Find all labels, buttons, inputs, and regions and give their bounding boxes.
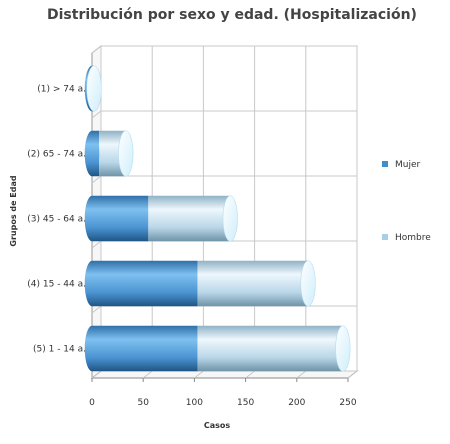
bar-group-2 — [84, 195, 238, 242]
bar-hombre-2 — [148, 195, 231, 242]
x-tick-label-2: 100 — [186, 398, 203, 408]
bar-base-2 — [84, 195, 100, 242]
bar-hombre-3 — [197, 260, 309, 307]
y-tick-label-0: (1) > 74 a. — [37, 85, 86, 95]
bar-mujer-2 — [92, 195, 149, 242]
x-axis-title: Casos — [204, 421, 231, 430]
grid-wall-2 — [91, 175, 102, 184]
y-axis-title: Grupos de Edad — [9, 175, 18, 247]
bar-hombre-4 — [197, 325, 343, 372]
y-tick-labels: (1) > 74 a. (2) 65 - 74 a. (3) 45 - 64 a. (… — [27, 85, 86, 355]
y-tick-label-4: (5) 1 - 14 a. — [33, 345, 86, 355]
grid-wall-1 — [91, 110, 102, 119]
x-tick-label-4: 200 — [288, 398, 305, 408]
bar-cap-4 — [335, 325, 351, 372]
x-tick-label-1: 50 — [137, 398, 149, 408]
bar-cap-1 — [118, 130, 134, 177]
y-tick-label-1: (2) 65 - 74 a. — [27, 150, 86, 160]
floor — [90, 370, 359, 379]
grid-floor-4 — [296, 370, 307, 379]
legend: Mujer Hombre — [382, 160, 431, 243]
bar-base-3 — [84, 260, 100, 307]
legend-swatch-1 — [382, 234, 388, 240]
bar-group-4 — [84, 325, 351, 372]
grid-floor-2 — [194, 370, 204, 379]
bar-mujer-3 — [92, 260, 198, 307]
bar-group-0 — [84, 65, 102, 112]
bar-cap-2 — [222, 195, 238, 242]
bar-cap-3 — [300, 260, 316, 307]
x-tick-labels: 0 50 100 150 200 250 — [89, 378, 357, 408]
bar-base-4 — [84, 325, 100, 372]
grid-wall-4 — [91, 305, 102, 314]
x-tick-label-0: 0 — [89, 398, 95, 408]
grid-wall-5 — [91, 370, 102, 379]
bar-base-1 — [84, 130, 100, 177]
bar-cap-0 — [86, 65, 102, 112]
legend-label-1: Hombre — [395, 233, 431, 243]
grid-floor-5 — [347, 370, 358, 379]
grid-wall-3 — [91, 240, 102, 249]
grid-wall-0 — [91, 45, 102, 54]
bar-group-3 — [84, 260, 316, 307]
chart-title: Distribución por sexo y edad. (Hospitali… — [47, 7, 417, 23]
x-tick-label-3: 150 — [237, 398, 254, 408]
grid-floor-1 — [142, 370, 153, 379]
bar-group-1 — [84, 130, 134, 177]
grid-floor-3 — [245, 370, 255, 379]
legend-swatch-0 — [382, 161, 388, 167]
legend-label-0: Mujer — [395, 160, 421, 170]
y-tick-label-3: (4) 15 - 44 a. — [27, 280, 86, 290]
y-tick-label-2: (3) 45 - 64 a. — [27, 215, 86, 225]
bar-mujer-4 — [92, 325, 198, 372]
bars — [84, 65, 351, 372]
x-tick-label-5: 250 — [339, 398, 356, 408]
